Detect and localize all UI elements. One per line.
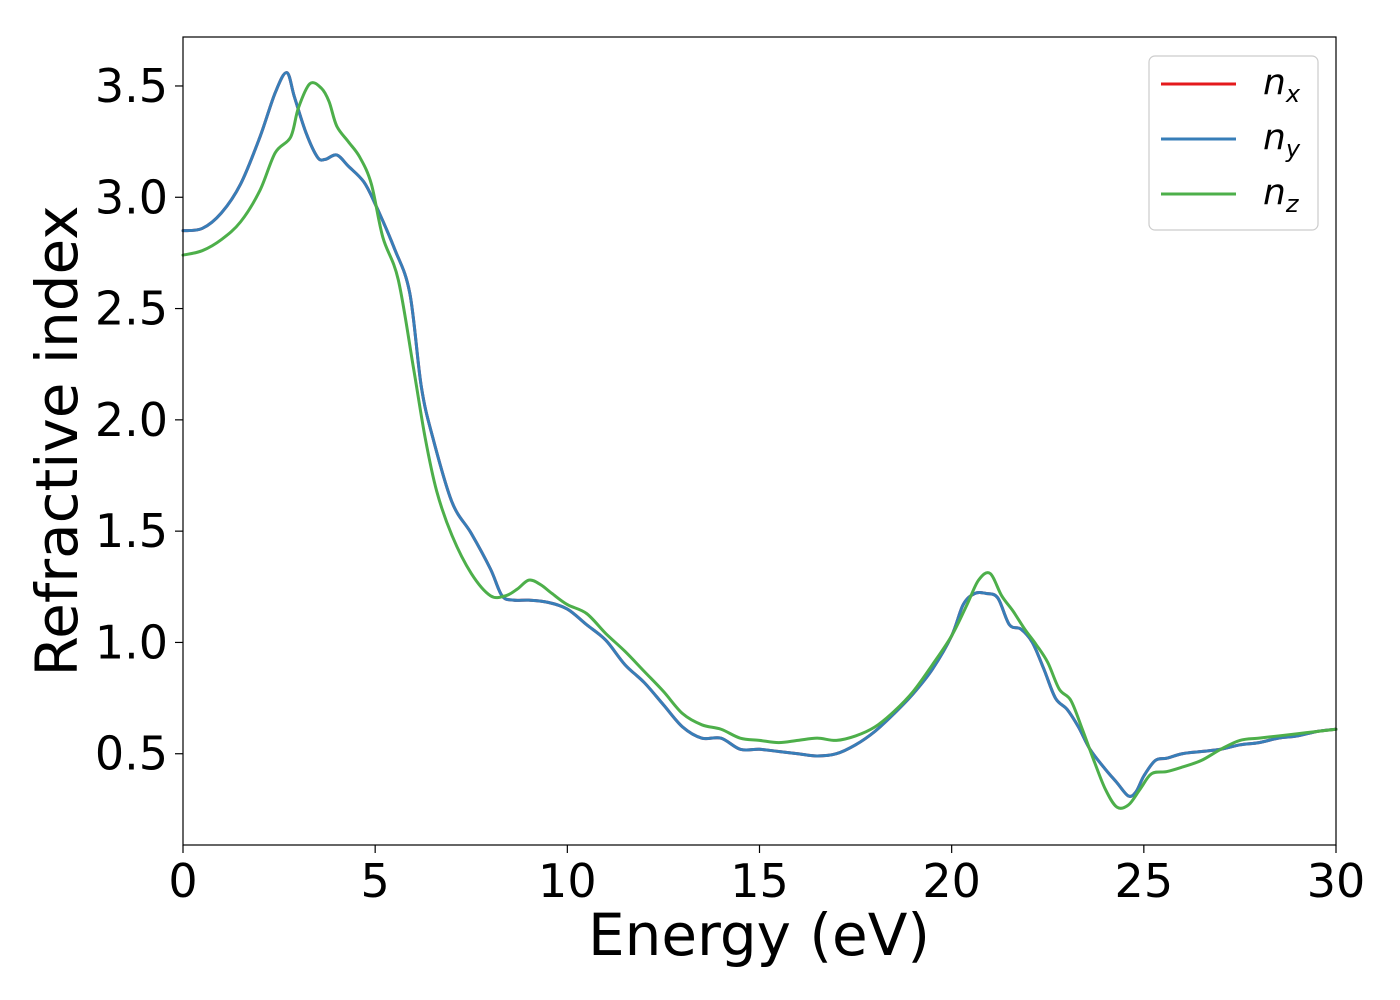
x-axis: 0 5 10 15 20 25 30 [168, 845, 1365, 908]
x-tick-label: 20 [922, 854, 981, 908]
y-tick-label: 0.5 [95, 727, 168, 781]
legend: nx ny nz [1148, 55, 1319, 231]
x-tick-label: 30 [1307, 854, 1366, 908]
x-tick-label: 10 [538, 854, 597, 908]
series-line-n-y [181, 71, 1338, 798]
y-axis-title: Refractive index [23, 205, 91, 676]
x-tick-label: 15 [730, 854, 789, 908]
y-axis: 0.5 1.0 1.5 2.0 2.5 3.0 3.5 [95, 59, 183, 781]
legend-label-n-y: ny [1263, 117, 1301, 163]
plot-lines [181, 71, 1338, 810]
series-line-n-z [181, 81, 1338, 810]
x-tick-label: 25 [1115, 854, 1174, 908]
y-tick-label: 2.5 [95, 282, 168, 336]
y-tick-label: 1.5 [95, 504, 168, 558]
y-tick-label: 3.5 [95, 59, 168, 113]
x-axis-title: Energy (eV) [588, 901, 930, 969]
x-tick-label: 5 [361, 854, 390, 908]
legend-label-n-z: nz [1263, 172, 1300, 218]
y-tick-label: 3.0 [95, 170, 168, 224]
x-tick-label: 0 [168, 854, 197, 908]
y-tick-label: 2.0 [95, 393, 168, 447]
legend-label-n-x: nx [1263, 62, 1301, 108]
legend-box [1148, 55, 1319, 231]
y-tick-label: 1.0 [95, 615, 168, 669]
